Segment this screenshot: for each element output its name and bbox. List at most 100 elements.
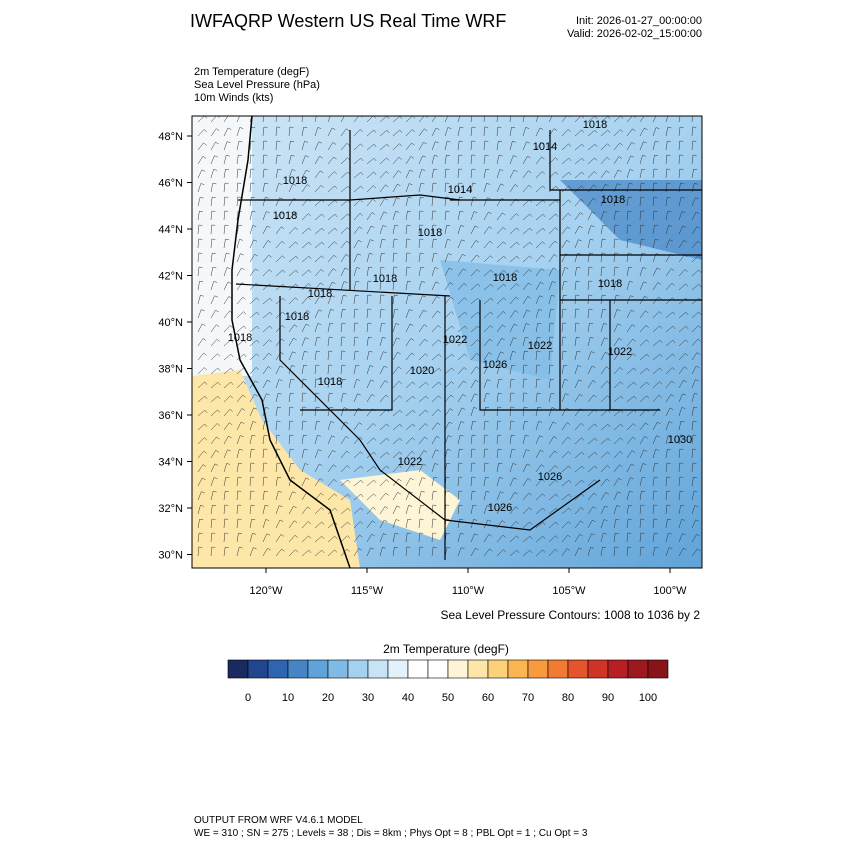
barb [652,238,659,249]
barb [301,255,312,263]
barb [457,311,468,319]
barb [626,518,632,529]
barb [509,463,517,473]
barb [392,491,401,501]
barb [574,533,583,543]
barb [483,311,494,319]
barb [249,476,255,487]
barb [678,366,688,375]
barb [587,211,596,221]
barb [314,507,325,515]
barb [353,308,359,319]
barb [652,518,658,529]
barb [665,168,671,179]
lat-label: 46°N [158,178,183,190]
barb [288,534,298,543]
barb [353,479,364,487]
barb [314,282,324,291]
barb [327,478,337,487]
barb [249,311,260,319]
lat-label: 36°N [158,410,183,422]
barb [314,241,325,249]
barb [496,462,503,473]
barb [600,197,608,207]
barb [262,240,272,249]
barb [314,364,320,375]
barb [626,504,633,515]
barb [678,547,687,557]
barb [197,409,208,417]
barb [548,294,555,305]
barb [678,154,684,165]
barb [379,225,387,235]
barb [600,156,610,165]
barb [236,140,243,151]
barb [652,168,658,179]
barb [275,420,281,431]
barb [236,339,247,347]
barb [470,476,476,487]
barb [626,463,635,473]
barb [301,477,310,487]
colorbar-box [347,659,369,679]
barb [353,143,364,151]
barb [405,169,414,179]
barb [691,476,697,487]
barb [431,182,437,193]
barb [470,154,476,165]
barb [522,507,533,515]
barb [223,339,234,347]
barb [483,183,491,193]
barb [587,129,598,137]
barb [522,127,530,137]
colorbar-box [527,659,549,679]
barb [275,183,283,193]
barb [509,116,511,123]
barb [483,269,494,277]
barb [327,127,336,137]
barb [327,254,337,263]
barb [548,227,559,235]
barb [652,253,660,263]
barb [275,476,282,487]
barb [210,281,218,291]
barb [613,381,624,389]
barb [197,395,208,403]
barb [405,252,411,263]
colorbar-title: 2m Temperature (degF) [383,642,509,656]
barb [353,407,362,417]
barb [340,507,351,515]
barb [249,421,257,431]
barb [262,168,268,179]
barb [353,239,362,249]
barb [496,448,502,459]
barb [691,519,700,529]
barb [301,296,311,305]
barb [301,227,312,235]
barb [379,547,386,557]
barb [418,436,428,445]
barb [652,339,663,347]
barb [379,322,386,333]
barb [340,267,349,277]
barb [197,238,203,249]
barb [483,365,492,375]
barb [275,462,281,473]
colorbar-box [507,659,529,679]
barb [613,367,623,375]
barb [613,129,624,137]
barb [483,448,489,459]
barb [431,295,440,305]
barb [626,338,636,347]
barb [314,336,321,347]
barb [535,392,541,403]
barb [249,182,255,193]
barb [379,506,389,515]
barb [392,546,398,557]
barb [197,169,206,179]
barb [340,171,351,179]
field-label: Sea Level Pressure (hPa) [194,79,320,91]
barb [691,116,693,123]
barb [613,437,624,445]
barb [249,380,259,389]
